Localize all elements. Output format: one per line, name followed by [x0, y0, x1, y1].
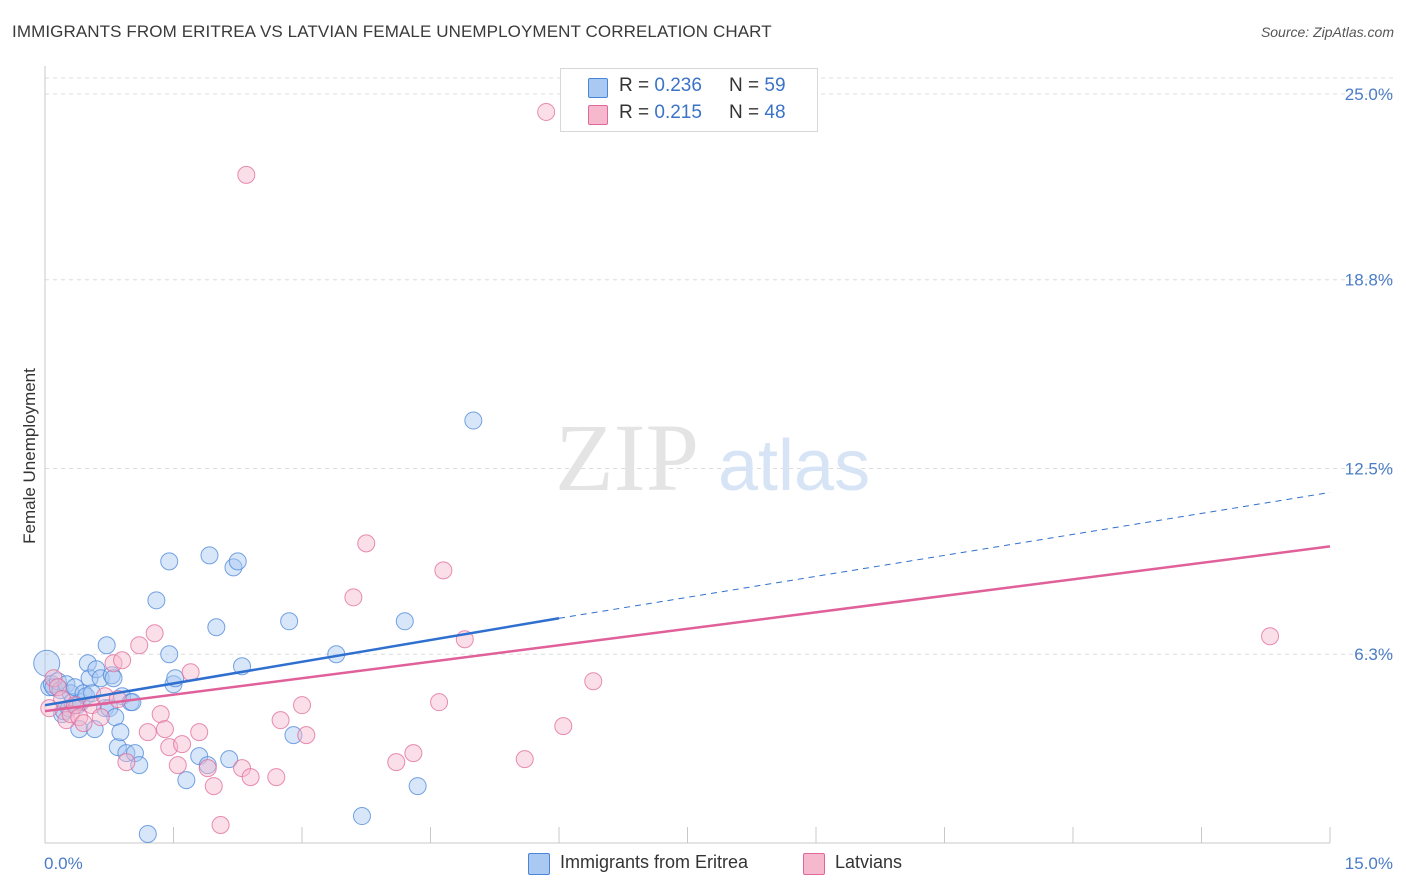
point-eritrea	[123, 693, 142, 712]
point-latvians	[241, 768, 260, 787]
point-latvians	[44, 669, 63, 688]
point-eritrea	[408, 777, 427, 796]
point-latvians	[1261, 627, 1280, 646]
point-latvians	[48, 678, 67, 697]
trend-line-latvians	[44, 545, 1331, 713]
legend-swatch-latvians	[588, 105, 608, 125]
point-eritrea	[160, 645, 179, 664]
legend-n-value-latvians: 48	[764, 102, 786, 123]
point-latvians	[554, 717, 573, 736]
point-latvians	[74, 714, 93, 733]
point-latvians	[173, 735, 192, 754]
watermark-zip: ZIP	[555, 404, 699, 511]
point-latvians	[211, 816, 230, 835]
data-points	[33, 102, 1280, 844]
point-latvians	[130, 636, 149, 655]
point-eritrea	[177, 771, 196, 790]
trend-line-eritrea	[44, 617, 560, 707]
bottom-legend-label-eritrea: Immigrants from Eritrea	[560, 852, 749, 872]
point-latvians	[293, 696, 311, 715]
point-eritrea	[207, 618, 226, 637]
point-latvians	[190, 723, 209, 742]
point-eritrea	[111, 723, 130, 742]
point-eritrea	[138, 825, 157, 844]
legend-r-label: R =	[619, 102, 650, 123]
legend-r-value-eritrea: 0.236	[654, 75, 702, 96]
point-eritrea	[352, 807, 371, 826]
watermark-atlas: atlas	[718, 426, 870, 506]
y-axis-label: Female Unemployment	[20, 368, 39, 544]
point-latvians	[267, 768, 286, 787]
point-eritrea	[200, 546, 219, 565]
point-eritrea	[85, 720, 104, 739]
legend-swatch-eritrea	[588, 78, 608, 98]
axes	[44, 66, 1331, 844]
trend-line-eritrea-extension	[558, 491, 1331, 619]
legend-r-label: R =	[619, 75, 650, 96]
legend-r-value-latvians: 0.215	[654, 102, 702, 123]
point-eritrea	[160, 552, 179, 571]
x-tick-label-min: 0.0%	[44, 854, 83, 873]
point-eritrea	[464, 411, 483, 430]
point-eritrea	[395, 612, 414, 631]
point-eritrea	[147, 591, 166, 610]
point-latvians	[430, 693, 449, 712]
point-latvians	[344, 588, 363, 607]
chart-title: IMMIGRANTS FROM ERITREA VS LATVIAN FEMAL…	[12, 22, 772, 41]
point-latvians	[357, 534, 376, 553]
point-latvians	[297, 726, 316, 745]
point-eritrea	[280, 612, 299, 631]
bottom-legend-label-latvians: Latvians	[835, 852, 903, 872]
point-eritrea	[91, 669, 110, 688]
point-latvians	[237, 165, 256, 184]
point-eritrea	[97, 636, 116, 655]
point-latvians	[204, 777, 223, 796]
point-eritrea	[284, 726, 303, 745]
point-latvians	[387, 753, 406, 772]
point-latvians	[91, 708, 110, 727]
point-latvians	[155, 720, 174, 739]
point-latvians	[151, 705, 170, 724]
point-latvians	[271, 711, 290, 730]
legend-n-label: N =	[729, 102, 760, 123]
point-latvians	[515, 750, 534, 769]
point-latvians	[434, 561, 453, 580]
x-tick-label-max: 15.0%	[1345, 854, 1393, 873]
point-latvians	[404, 744, 423, 763]
legend-n-label: N =	[729, 75, 760, 96]
point-eritrea	[220, 750, 239, 769]
point-latvians	[145, 624, 164, 643]
bottom-legend-swatch-latvians	[803, 853, 825, 875]
point-latvians	[113, 651, 132, 670]
y-tick-label: 18.8%	[1345, 271, 1393, 290]
y-tick-label: 12.5%	[1345, 459, 1393, 478]
point-latvians	[168, 756, 187, 775]
point-latvians	[181, 663, 200, 682]
trend-lines	[44, 491, 1331, 713]
legend-n-value-eritrea: 59	[764, 75, 786, 96]
point-eritrea	[87, 660, 106, 679]
gridlines	[45, 77, 1395, 655]
point-latvians	[138, 723, 157, 742]
point-latvians	[198, 759, 217, 778]
y-tick-labels: 6.3% 12.5% 18.8% 25.0%	[1345, 85, 1393, 664]
source-credit: Source: ZipAtlas.com	[1260, 24, 1394, 40]
y-tick-label: 6.3%	[1354, 645, 1393, 664]
point-latvians	[537, 102, 556, 121]
y-tick-label: 25.0%	[1345, 85, 1393, 104]
point-eritrea	[104, 669, 123, 688]
point-latvians	[584, 672, 603, 691]
point-latvians	[117, 753, 136, 772]
point-eritrea	[228, 552, 247, 571]
bottom-legend-swatch-eritrea	[528, 853, 550, 875]
correlation-legend: R = 0.236 N = 59 R = 0.215 N = 48	[560, 68, 818, 132]
